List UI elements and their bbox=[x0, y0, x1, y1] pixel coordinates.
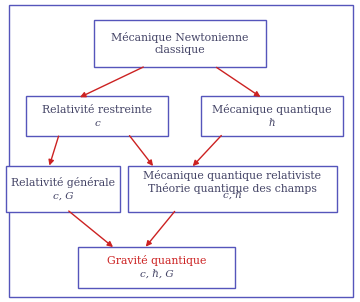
Text: Mécanique quantique relativiste
Théorie quantique des champs: Mécanique quantique relativiste Théorie … bbox=[143, 170, 321, 194]
FancyBboxPatch shape bbox=[9, 5, 353, 297]
FancyBboxPatch shape bbox=[201, 97, 343, 136]
Text: Mécanique Newtonienne
classique: Mécanique Newtonienne classique bbox=[111, 33, 249, 55]
Text: Relativité générale: Relativité générale bbox=[11, 177, 115, 188]
Text: ℏ: ℏ bbox=[269, 119, 275, 128]
FancyBboxPatch shape bbox=[78, 247, 235, 288]
FancyBboxPatch shape bbox=[128, 166, 337, 211]
Text: c, ℏ: c, ℏ bbox=[223, 192, 242, 201]
Text: c: c bbox=[94, 119, 100, 128]
FancyBboxPatch shape bbox=[6, 166, 120, 211]
FancyBboxPatch shape bbox=[94, 20, 266, 67]
Text: c, ℏ, G: c, ℏ, G bbox=[140, 270, 174, 279]
Text: Mécanique quantique: Mécanique quantique bbox=[212, 104, 332, 115]
Text: Relativité restreinte: Relativité restreinte bbox=[42, 104, 152, 115]
Text: Gravité quantique: Gravité quantique bbox=[107, 255, 206, 266]
Text: c, G: c, G bbox=[53, 192, 73, 201]
FancyBboxPatch shape bbox=[26, 97, 168, 136]
